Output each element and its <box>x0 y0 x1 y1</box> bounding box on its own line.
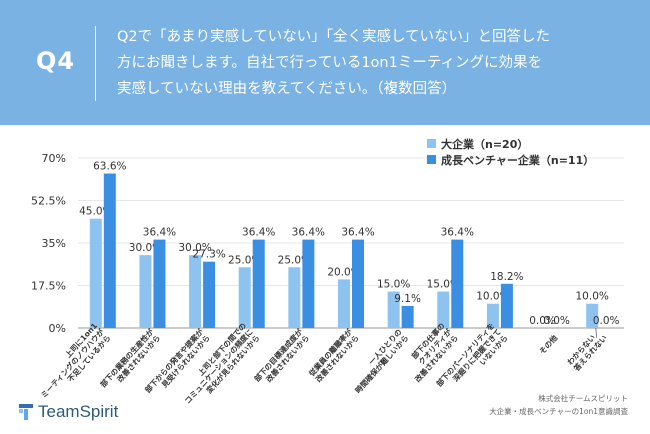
data-label: 0.0% <box>543 315 570 327</box>
source-company: 株式会社チームスピリット <box>538 394 628 403</box>
header-divider <box>95 26 96 101</box>
x-tick-label-line: その他 <box>537 332 560 356</box>
x-tick-label-line: 時間確保が難しいから <box>353 333 411 395</box>
data-label: 30.0% <box>178 242 211 254</box>
question-line: Q2で「あまり実感していない」「全く実感していない」と回答した <box>117 29 551 45</box>
bar <box>189 255 202 328</box>
data-label: 0.0% <box>593 315 620 327</box>
teamspirit-logo: TeamSpirit <box>18 402 118 422</box>
bar <box>153 239 166 328</box>
data-label: 9.1% <box>394 293 421 305</box>
bar <box>103 173 116 328</box>
data-label: 0.0% <box>529 315 556 327</box>
data-label: 36.4% <box>341 227 374 239</box>
data-label: 36.4% <box>441 227 474 239</box>
data-label: 10.0% <box>576 291 609 303</box>
bar <box>252 239 265 328</box>
logo-mark-icon <box>19 404 33 420</box>
bar <box>238 267 251 328</box>
bar <box>89 218 102 328</box>
bar <box>352 239 364 328</box>
bar <box>139 255 152 328</box>
bar <box>486 303 499 328</box>
y-tick-label: 52.5% <box>31 195 66 208</box>
bar <box>437 291 450 328</box>
x-tick-label: わからない／答えられない <box>565 326 610 373</box>
bar <box>338 279 350 328</box>
data-label: 36.4% <box>242 227 275 239</box>
y-tick-label: 70% <box>42 152 66 165</box>
question-text: Q2で「あまり実感していない」「全く実感していない」と回答した 方にお聞きします… <box>117 24 637 102</box>
bar-chart: 0%17.5%35%52.5%70%45.0%30.0% 30.0%25.0% 25… <box>31 137 624 406</box>
legend-swatch <box>427 155 436 164</box>
legend-label: 大企業（n=20） <box>441 137 528 151</box>
data-label: 15.0% <box>377 279 410 291</box>
x-tick-label: その他 <box>537 332 560 356</box>
bar <box>302 239 315 328</box>
legend-label: 成長ベンチャー企業（n=11） <box>441 153 594 167</box>
data-label: 18.2% <box>490 271 523 283</box>
chart-card: 0% 17.5% 35% 52.5% 70% 45.0% 30.0% 30.0% 25.0% 25… <box>12 128 638 434</box>
question-line: 方にお聞きします。自社で行っている1on1ミーティングに効果を <box>117 55 542 71</box>
data-label: 36.4% <box>292 227 325 239</box>
legend-swatch <box>427 139 436 148</box>
bar <box>451 239 464 328</box>
bar <box>203 261 216 328</box>
question-number-badge: Q4 <box>36 47 76 75</box>
bar <box>387 291 400 328</box>
question-header: Q4 Q2で「あまり実感していない」「全く実感していない」と回答した 方にお聞き… <box>0 0 650 125</box>
question-line: 実感していない理由を教えてください。（複数回答） <box>117 81 457 97</box>
data-label: 36.4% <box>143 227 176 239</box>
logo-text: TeamSpirit <box>38 402 119 421</box>
bar <box>401 305 414 328</box>
bar <box>288 267 301 328</box>
data-label: 63.6% <box>93 161 126 173</box>
y-tick-label: 35% <box>42 237 66 250</box>
y-tick-label: 0% <box>49 322 66 335</box>
y-tick-label: 17.5% <box>31 280 66 293</box>
data-label: 25.0% <box>228 254 261 266</box>
x-tick-label-line: ミーティングのノウハウが <box>38 326 106 400</box>
source-note: 株式会社チームスピリット 大企業・成長ベンチャーの1on1意識調査 <box>489 392 628 418</box>
bar <box>500 283 513 328</box>
bar <box>586 303 599 328</box>
data-label: 25.0% <box>278 254 311 266</box>
data-label: 27.3% <box>192 249 225 261</box>
source-survey: 大企業・成長ベンチャーの1on1意識調査 <box>489 407 628 416</box>
